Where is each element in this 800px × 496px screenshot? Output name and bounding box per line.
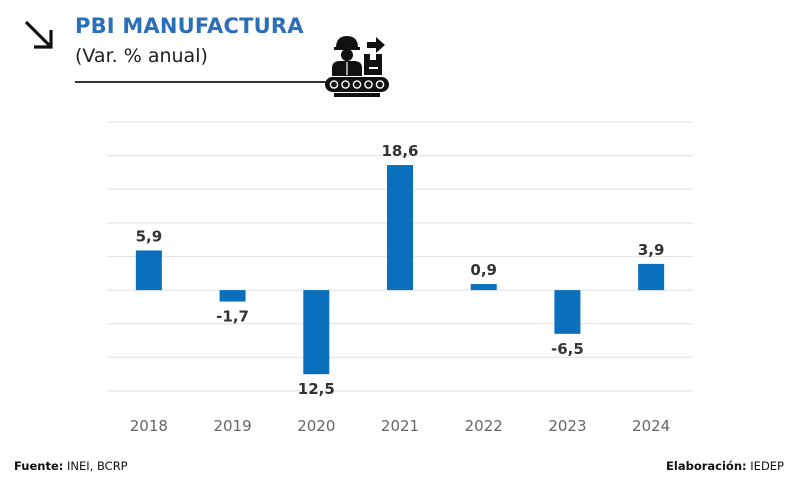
bar-2022 (470, 284, 497, 291)
source-value: INEI, BCRP (63, 459, 128, 473)
x-tick-label: 2019 (213, 417, 251, 435)
value-label: 3,9 (638, 241, 665, 259)
value-label: 18,6 (381, 142, 418, 160)
bar-2018 (135, 250, 162, 291)
chart-subtitle: (Var. % anual) (75, 45, 208, 67)
x-tick-label: 2022 (465, 417, 503, 435)
value-label: -6,5 (551, 340, 584, 358)
value-label: 0,9 (470, 261, 497, 279)
value-label: -1,7 (216, 308, 249, 326)
credit-label: Elaboración: (666, 459, 747, 473)
title-divider (75, 81, 333, 83)
credit-note: Elaboración: IEDEP (666, 459, 784, 473)
factory-worker-conveyor-icon (325, 36, 389, 97)
bar-2021 (387, 165, 413, 291)
arrow-down-right-icon (24, 20, 53, 49)
x-tick-label: 2021 (381, 417, 419, 435)
value-label: 5,9 (136, 227, 163, 245)
x-tick-label: 2024 (632, 417, 670, 435)
source-label: Fuente: (14, 459, 64, 473)
bar-2020 (303, 290, 330, 375)
chart-title: PBI MANUFACTURA (75, 14, 304, 38)
bar-2019 (219, 290, 246, 302)
value-label: 12,5 (298, 380, 335, 398)
credit-value: IEDEP (746, 459, 784, 473)
x-tick-label: 2020 (297, 417, 335, 435)
x-tick-label: 2023 (548, 417, 586, 435)
bar-2024 (638, 263, 665, 291)
x-tick-label: 2018 (130, 417, 168, 435)
source-note: Fuente: INEI, BCRP (14, 459, 128, 473)
bar-2023 (554, 290, 581, 334)
